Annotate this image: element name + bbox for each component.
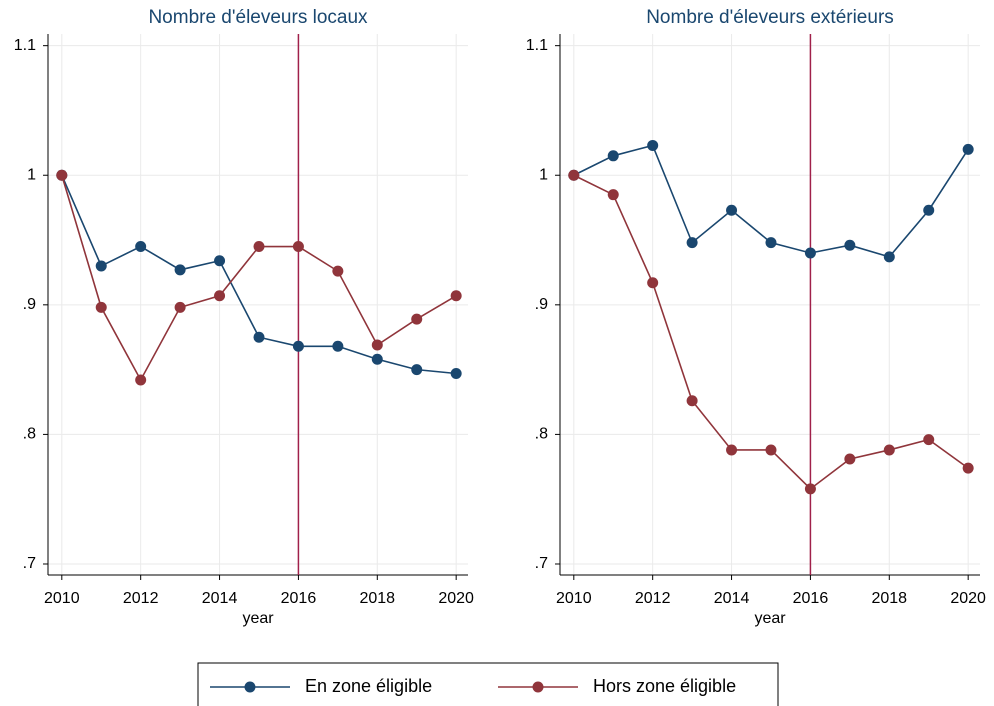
x-tick-label: 2016 <box>281 590 317 607</box>
data-point <box>844 453 856 465</box>
x-tick-label: 2010 <box>556 590 592 607</box>
data-point <box>607 150 619 162</box>
data-point <box>214 255 226 267</box>
data-point <box>214 290 226 302</box>
x-axis-label: year <box>754 610 786 627</box>
data-point <box>332 340 344 352</box>
data-point <box>765 444 777 456</box>
data-point <box>804 247 816 259</box>
x-tick-label: 2010 <box>44 590 80 607</box>
x-tick-label: 2014 <box>714 590 750 607</box>
data-point <box>174 264 186 276</box>
data-point <box>411 364 423 376</box>
panel-title: Nombre d'éleveurs locaux <box>148 7 368 28</box>
data-point <box>450 368 462 380</box>
data-point <box>844 239 856 251</box>
data-point <box>292 340 304 352</box>
legend-marker <box>532 681 544 693</box>
data-point <box>95 301 107 313</box>
legend-label: Hors zone éligible <box>593 676 736 696</box>
y-tick-label: .7 <box>23 555 36 572</box>
legend-marker <box>244 681 256 693</box>
x-tick-label: 2020 <box>950 590 986 607</box>
data-point <box>56 169 68 181</box>
data-point <box>253 331 265 343</box>
data-point <box>686 237 698 249</box>
x-tick-label: 2018 <box>359 590 395 607</box>
panel-title: Nombre d'éleveurs extérieurs <box>646 7 894 28</box>
data-point <box>804 483 816 495</box>
data-point <box>450 290 462 302</box>
data-point <box>411 313 423 325</box>
data-point <box>923 204 935 216</box>
series-line <box>573 174 969 490</box>
data-point <box>686 395 698 407</box>
data-point <box>647 139 659 151</box>
y-tick-label: .8 <box>535 426 548 443</box>
data-point <box>765 237 777 249</box>
data-point <box>883 444 895 456</box>
x-tick-label: 2014 <box>202 590 238 607</box>
data-point <box>371 353 383 365</box>
data-point <box>95 260 107 272</box>
x-axis-label: year <box>242 610 274 627</box>
data-point <box>883 251 895 263</box>
y-tick-label: .8 <box>23 426 36 443</box>
data-point <box>607 189 619 201</box>
data-point <box>568 169 580 181</box>
data-point <box>371 339 383 351</box>
data-point <box>135 241 147 253</box>
series-line <box>61 175 457 382</box>
y-tick-label: 1.1 <box>526 37 548 54</box>
y-tick-label: .9 <box>23 296 36 313</box>
x-tick-label: 2012 <box>123 590 159 607</box>
data-point <box>332 265 344 277</box>
y-tick-label: 1.1 <box>14 37 36 54</box>
x-tick-label: 2020 <box>438 590 474 607</box>
data-point <box>962 143 974 155</box>
y-tick-label: 1 <box>539 166 548 183</box>
legend-box <box>197 662 779 706</box>
x-tick-label: 2018 <box>871 590 907 607</box>
data-point <box>253 241 265 253</box>
data-point <box>135 374 147 386</box>
x-tick-label: 2016 <box>793 590 829 607</box>
data-point <box>923 434 935 446</box>
legend-label: En zone éligible <box>305 676 432 696</box>
data-point <box>174 301 186 313</box>
data-point <box>962 462 974 474</box>
y-tick-label: .7 <box>535 555 548 572</box>
data-point <box>726 204 738 216</box>
data-point <box>292 241 304 253</box>
x-tick-label: 2012 <box>635 590 671 607</box>
y-tick-label: 1 <box>27 166 36 183</box>
data-point <box>647 277 659 289</box>
y-tick-label: .9 <box>535 296 548 313</box>
data-point <box>726 444 738 456</box>
